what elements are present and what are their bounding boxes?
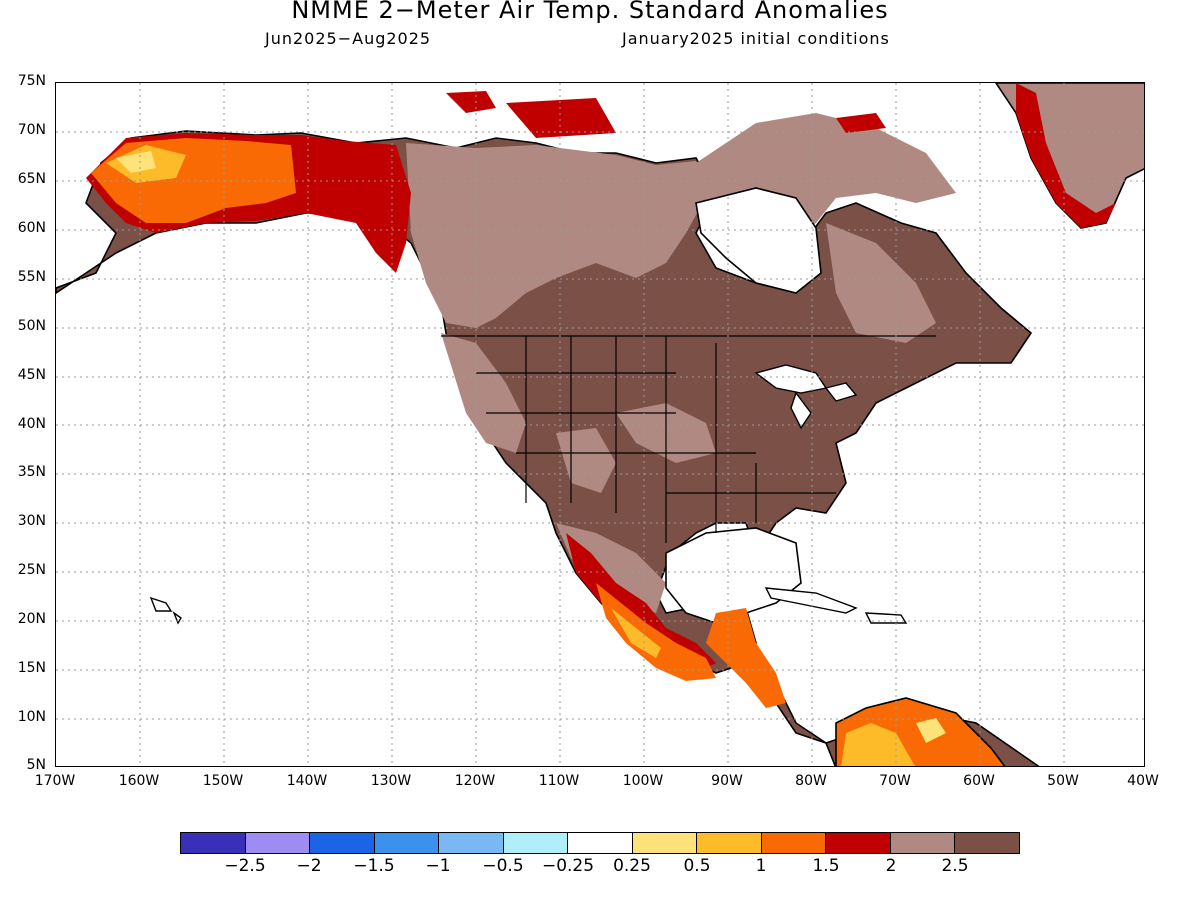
lat-label-60n: 60N [17, 220, 46, 236]
lon-label-40w: 40W [1127, 773, 1159, 789]
hawaii-islands [149, 596, 182, 625]
legend-swatch-11 [826, 833, 891, 853]
legend-label-2: 2 [885, 856, 897, 876]
state-borders [441, 335, 936, 543]
alaska-yellow [116, 151, 156, 173]
mexico-coast-red [566, 533, 716, 673]
south-america-yellow [916, 718, 946, 743]
legend-label-2-5: 2.5 [941, 856, 969, 876]
legend-label-0-5: 0.5 [683, 856, 711, 876]
arctic-red-1 [446, 91, 496, 113]
lon-label-150w: 150W [202, 773, 244, 789]
legend-swatch-12 [890, 833, 956, 853]
arctic-red-3 [836, 113, 886, 133]
lat-label-50n: 50N [17, 318, 46, 334]
lat-label-30n: 30N [17, 513, 46, 529]
legend-swatch-3 [310, 833, 375, 853]
color-legend [180, 832, 1020, 854]
legend-label-0-25: 0.25 [613, 856, 651, 876]
legend-label-neg2: −2 [296, 856, 322, 876]
lat-label-65n: 65N [17, 171, 46, 187]
legend-swatch-10 [761, 833, 827, 853]
great-lakes [754, 364, 858, 430]
lat-label-25n: 25N [17, 562, 46, 578]
lon-label-80w: 80W [795, 773, 827, 789]
legend-swatch-2 [245, 833, 311, 853]
legend-label-1-5: 1.5 [812, 856, 840, 876]
lon-label-70w: 70W [879, 773, 911, 789]
canada-light-brown [406, 143, 711, 328]
legend-swatch-8 [632, 833, 698, 853]
legend-label-1: 1 [755, 856, 767, 876]
central-america-orange [706, 608, 786, 708]
legend-label-neg0-25: −0.25 [541, 856, 595, 876]
cuba-island [764, 587, 858, 614]
lon-label-60w: 60W [963, 773, 995, 789]
gulf-of-mexico [665, 527, 802, 624]
arctic-red-2 [506, 98, 616, 138]
lon-label-90w: 90W [711, 773, 743, 789]
anomaly-map [55, 82, 1145, 767]
lon-label-50w: 50W [1047, 773, 1079, 789]
lon-label-110w: 110W [538, 773, 580, 789]
lat-label-70n: 70N [17, 122, 46, 138]
lon-label-160w: 160W [118, 773, 160, 789]
map-title: NMME 2−Meter Air Temp. Standard Anomalie… [291, 0, 889, 24]
lon-label-130w: 130W [370, 773, 412, 789]
lon-label-100w: 100W [622, 773, 664, 789]
mexico-light-brown [556, 523, 666, 613]
mexico-coast-light-orange [611, 608, 661, 658]
lat-label-20n: 20N [17, 611, 46, 627]
east-canada-light-brown [826, 223, 936, 343]
lat-label-15n: 15N [17, 660, 46, 676]
legend-swatch-1 [181, 833, 246, 853]
lat-label-5n: 5N [26, 757, 46, 773]
lat-label-45n: 45N [17, 367, 46, 383]
lon-label-170w: 170W [34, 773, 76, 789]
initial-conditions: January2025 initial conditions [622, 29, 890, 48]
hudson-bay [695, 187, 822, 294]
legend-label-neg2-5: −2.5 [224, 856, 266, 876]
west-us-light-brown [441, 333, 526, 453]
legend-swatch-9 [697, 833, 762, 853]
legend-swatch-7 [568, 833, 633, 853]
legend-label-neg1-5: −1.5 [353, 856, 395, 876]
greenland-red-edge [1016, 83, 1116, 228]
legend-label-neg0-5: −0.5 [482, 856, 524, 876]
legend-label-neg1: −1 [425, 856, 451, 876]
legend-swatch-4 [374, 833, 440, 853]
lat-label-35n: 35N [17, 464, 46, 480]
legend-swatch-5 [439, 833, 504, 853]
lon-label-140w: 140W [286, 773, 328, 789]
map-grid [56, 83, 1144, 766]
lat-label-40n: 40N [17, 416, 46, 432]
lat-label-75n: 75N [17, 73, 46, 89]
lat-label-10n: 10N [17, 709, 46, 725]
legend-swatch-6 [503, 833, 569, 853]
anomaly-map-svg [56, 83, 1144, 766]
forecast-period: Jun2025−Aug2025 [265, 29, 432, 48]
mexico-coast-orange [596, 583, 716, 681]
legend-swatch-13 [955, 833, 1019, 853]
lat-label-55n: 55N [17, 269, 46, 285]
lon-label-120w: 120W [454, 773, 496, 789]
